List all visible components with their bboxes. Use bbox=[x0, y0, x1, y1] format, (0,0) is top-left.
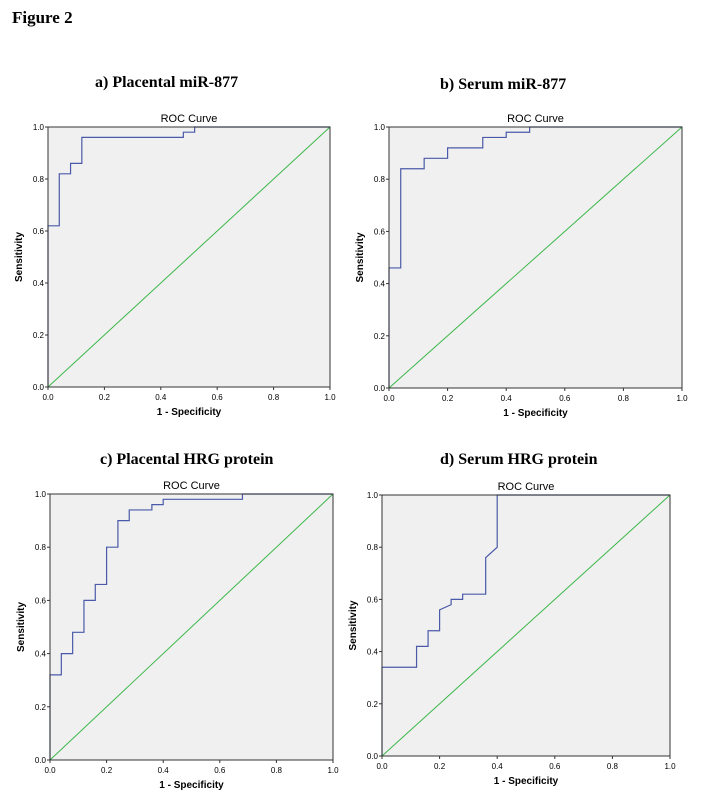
reference-line bbox=[47, 126, 331, 388]
x-tick-label: 0.4 bbox=[501, 394, 513, 403]
plot-border bbox=[381, 494, 671, 757]
y-axis-label: Sensitivity bbox=[14, 232, 25, 282]
y-tick-label: 0.6 bbox=[367, 595, 379, 604]
panel-d-title: d) Serum HRG protein bbox=[440, 451, 598, 468]
y-tick-label: 1.0 bbox=[374, 123, 386, 132]
x-axis-label: 1 - Specificity bbox=[157, 407, 222, 418]
y-tick-label: 0.2 bbox=[35, 703, 47, 712]
x-tick-label: 0.8 bbox=[271, 766, 283, 775]
x-tick-label: 0.2 bbox=[101, 766, 113, 775]
x-tick-label: 1.0 bbox=[324, 393, 336, 402]
x-tick-label: 0.0 bbox=[383, 394, 395, 403]
x-tick-label: 0.8 bbox=[607, 762, 619, 771]
plot-border bbox=[49, 493, 334, 761]
y-tick-label: 0.8 bbox=[374, 175, 386, 184]
y-tick-label: 1.0 bbox=[33, 123, 45, 132]
x-tick-label: 1.0 bbox=[664, 762, 676, 771]
y-tick-label: 0.4 bbox=[367, 648, 379, 657]
y-tick-label: 0.2 bbox=[374, 332, 386, 341]
y-tick-label: 0.0 bbox=[35, 756, 47, 765]
y-tick-label: 0.2 bbox=[367, 700, 379, 709]
x-tick-label: 0.6 bbox=[559, 394, 571, 403]
x-tick-label: 0.2 bbox=[442, 394, 454, 403]
x-tick-label: 0.8 bbox=[268, 393, 280, 402]
x-axis-label: 1 - Specificity bbox=[494, 776, 559, 787]
x-tick-label: 0.0 bbox=[376, 762, 388, 771]
y-tick-label: 0.4 bbox=[35, 650, 47, 659]
y-tick-label: 0.4 bbox=[374, 280, 386, 289]
y-tick-label: 0.8 bbox=[35, 543, 47, 552]
x-tick-label: 0.6 bbox=[549, 762, 561, 771]
chart-title: ROC Curve bbox=[507, 113, 564, 125]
reference-line bbox=[49, 493, 334, 761]
reference-line bbox=[388, 126, 683, 389]
y-tick-label: 0.6 bbox=[374, 227, 386, 236]
y-tick-label: 0.2 bbox=[33, 331, 45, 340]
y-tick-label: 0.6 bbox=[35, 596, 47, 605]
panel-a-title: a) Placental miR-877 bbox=[95, 74, 239, 91]
x-tick-label: 0.4 bbox=[158, 766, 170, 775]
y-tick-label: 1.0 bbox=[367, 491, 379, 500]
y-tick-label: 1.0 bbox=[35, 490, 47, 499]
x-tick-label: 0.4 bbox=[155, 393, 167, 402]
y-axis-label: Sensitivity bbox=[348, 600, 359, 650]
y-tick-label: 0.0 bbox=[374, 384, 386, 393]
panel-b-title: b) Serum miR-877 bbox=[440, 76, 567, 93]
roc-curve bbox=[49, 493, 333, 760]
y-tick-label: 0.4 bbox=[33, 279, 45, 288]
x-tick-label: 0.2 bbox=[99, 393, 111, 402]
chart-title: ROC Curve bbox=[161, 113, 218, 125]
y-tick-label: 0.8 bbox=[367, 543, 379, 552]
x-axis-label: 1 - Specificity bbox=[159, 780, 224, 791]
x-tick-label: 0.0 bbox=[44, 766, 56, 775]
x-tick-label: 0.6 bbox=[212, 393, 224, 402]
x-tick-label: 0.0 bbox=[42, 393, 54, 402]
reference-line bbox=[381, 494, 671, 757]
plot-border bbox=[388, 126, 683, 389]
y-axis-label: Sensitivity bbox=[16, 602, 27, 652]
x-tick-label: 0.4 bbox=[492, 762, 504, 771]
panel-c-title: c) Placental HRG protein bbox=[100, 451, 274, 468]
y-tick-label: 0.8 bbox=[33, 175, 45, 184]
roc-curve bbox=[388, 126, 682, 388]
plot-border bbox=[47, 126, 331, 388]
x-axis-label: 1 - Specificity bbox=[503, 408, 568, 419]
y-tick-label: 0.6 bbox=[33, 227, 45, 236]
y-tick-label: 0.0 bbox=[367, 752, 379, 761]
roc-curve bbox=[47, 126, 330, 387]
y-tick-label: 0.0 bbox=[33, 383, 45, 392]
chart-title: ROC Curve bbox=[163, 480, 220, 492]
x-tick-label: 1.0 bbox=[676, 394, 688, 403]
x-tick-label: 0.8 bbox=[618, 394, 630, 403]
roc-curve bbox=[381, 494, 670, 756]
x-tick-label: 1.0 bbox=[327, 766, 339, 775]
chart-title: ROC Curve bbox=[498, 481, 555, 493]
y-axis-label: Sensitivity bbox=[355, 232, 366, 282]
figure-title: Figure 2 bbox=[12, 8, 73, 27]
x-tick-label: 0.6 bbox=[214, 766, 226, 775]
x-tick-label: 0.2 bbox=[434, 762, 446, 771]
